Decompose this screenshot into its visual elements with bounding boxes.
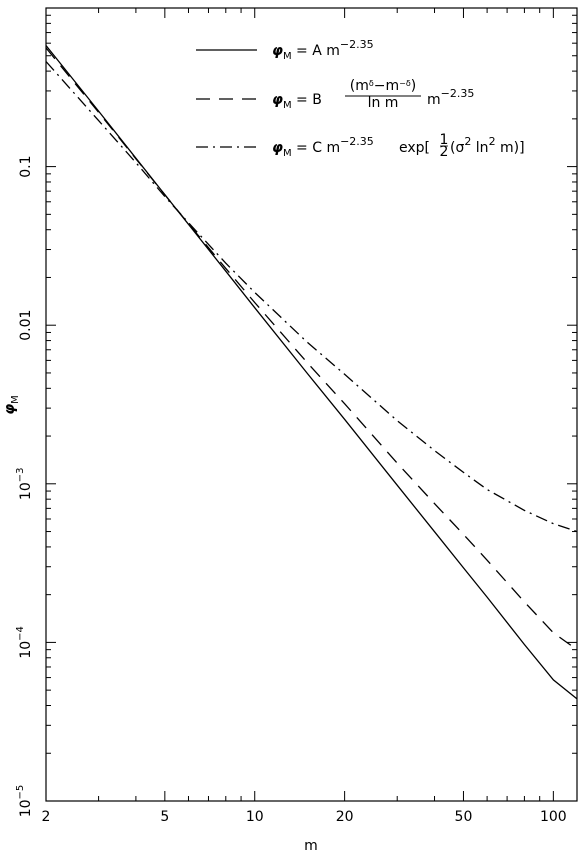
- legend-sigma-sup: 2: [464, 135, 471, 148]
- series-lines: [45, 45, 578, 700]
- y-tick-mantissa: 10: [18, 482, 34, 500]
- svg-text:φM: φM: [2, 395, 21, 415]
- legend-exp: −2.35: [340, 38, 374, 51]
- y-tick-exponent: −3: [15, 468, 26, 483]
- svg-text:m−2.35: m−2.35: [427, 87, 474, 108]
- legend-entry-dashed: φM = B(mδ−m−δ)ln m m−2.35: [272, 78, 474, 111]
- svg-text:φM = A m−2.35: φM = A m−2.35: [272, 38, 374, 62]
- legend-ln: ln: [471, 140, 488, 156]
- x-tick-label: 2: [42, 809, 51, 825]
- svg-text:10−5: 10−5: [15, 785, 34, 818]
- legend-sub: M: [283, 100, 292, 111]
- y-axis-label: φM: [2, 395, 21, 415]
- x-tick-label: 5: [160, 809, 169, 825]
- legend-half-den: 2: [440, 144, 449, 160]
- svg-text:exp[: exp[: [399, 140, 430, 156]
- y-tick-label: 0.1: [18, 155, 34, 177]
- y-tick-mantissa: 0.01: [18, 310, 34, 341]
- legend-exp-fn: exp[: [399, 140, 430, 156]
- svg-text:0.1: 0.1: [18, 155, 34, 177]
- legend-tail: m: [427, 92, 441, 108]
- y-tick-mantissa: 10: [18, 641, 34, 659]
- legend-frac-sup2: −δ: [399, 79, 411, 88]
- plot-frame: [45, 7, 578, 802]
- svg-text:φM = B: φM = B: [272, 92, 322, 111]
- legend-phi: φ: [272, 92, 283, 108]
- legend-ln-sup: 2: [489, 135, 496, 148]
- svg-text:10−4: 10−4: [15, 626, 34, 659]
- x-tick-label: 20: [336, 809, 354, 825]
- x-axis-label: m: [304, 838, 318, 854]
- y-axis-label-sub: M: [10, 395, 21, 404]
- legend-frac-close: ): [411, 78, 416, 94]
- svg-text:(mδ−m−δ): (mδ−m−δ): [350, 78, 416, 94]
- legend-close: m)]: [496, 140, 525, 156]
- y-tick-mantissa: 0.1: [18, 155, 34, 177]
- series-dashed-line: [45, 47, 578, 651]
- legend-frac-mid: −m: [374, 78, 399, 94]
- legend-entry-dashdot: φM = C m−2.35 exp[12 (σ2 ln2 m)]: [272, 132, 525, 160]
- legend-sub: M: [283, 148, 292, 159]
- y-tick-mantissa: 10: [18, 799, 34, 817]
- x-tick-label: 10: [246, 809, 264, 825]
- legend-exp: −2.35: [441, 87, 475, 100]
- x-tick-label: 100: [540, 809, 567, 825]
- y-tick-label: 10−5: [15, 785, 34, 818]
- series-dashdot-line: [45, 61, 578, 533]
- legend-phi: φ: [272, 43, 283, 59]
- legend-eq: = A m: [292, 43, 340, 59]
- legend-frac-sup1: δ: [369, 79, 374, 88]
- y-tick-label: 10−3: [15, 468, 34, 501]
- y-tick-exponent: −5: [15, 785, 26, 800]
- svg-text:0.01: 0.01: [18, 310, 34, 341]
- legend-exp: −2.35: [340, 135, 374, 148]
- svg-text:10−3: 10−3: [15, 468, 34, 501]
- legend-frac-den: ln m: [368, 95, 399, 111]
- y-tick-label: 10−4: [15, 626, 34, 659]
- y-tick-label: 0.01: [18, 310, 34, 341]
- legend-phi: φ: [272, 140, 283, 156]
- legend-entry-solid: φM = A m−2.35: [272, 38, 374, 62]
- x-axis-ticks: 2 5 10 20 50 100: [42, 8, 567, 825]
- svg-text:φM = C m−2.35: φM = C m−2.35: [272, 135, 374, 159]
- legend-eq: = C m: [292, 140, 341, 156]
- legend-eq: = B: [292, 92, 322, 108]
- svg-text:(σ2 ln2 m)]: (σ2 ln2 m)]: [450, 135, 525, 156]
- legend-sub: M: [283, 51, 292, 62]
- y-axis-label-main: φ: [2, 404, 18, 415]
- y-tick-exponent: −4: [15, 626, 26, 641]
- x-tick-label: 50: [455, 809, 473, 825]
- legend-half-num: 1: [440, 132, 449, 148]
- legend-sigma: (σ: [450, 140, 464, 156]
- legend-frac-num: (m: [350, 78, 369, 94]
